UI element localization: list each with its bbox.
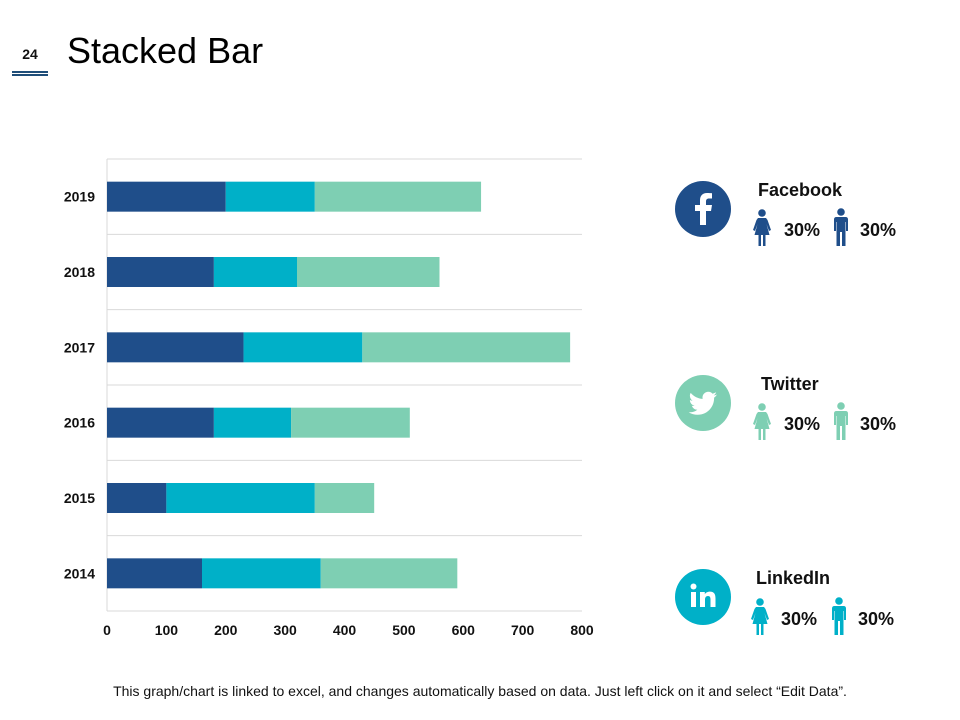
x-tick-label: 0: [103, 622, 111, 638]
y-tick-label: 2015: [64, 490, 95, 506]
bar-2014-series-2[interactable]: [202, 558, 321, 589]
bar-2016-series-1[interactable]: [107, 407, 214, 438]
linkedin-glyph: [690, 583, 716, 607]
bar-2017-series-3[interactable]: [362, 332, 571, 363]
x-tick-label: 100: [155, 622, 179, 638]
male-percent-linkedin: 30%: [858, 609, 895, 629]
female-icon-twitter: [753, 403, 771, 440]
bar-2018-series-3[interactable]: [297, 257, 440, 287]
male-percent-twitter: 30%: [860, 414, 897, 434]
x-tick-label: 700: [511, 622, 535, 638]
y-tick-label: 2019: [64, 189, 95, 205]
linkedin-icon[interactable]: [675, 569, 731, 625]
male-percent-facebook: 30%: [860, 220, 897, 240]
page-number-underline: [12, 71, 48, 76]
bar-2015-series-3[interactable]: [314, 483, 375, 513]
y-tick-label: 2018: [64, 264, 95, 280]
y-tick-label: 2016: [64, 415, 95, 431]
bar-2016-series-3[interactable]: [291, 407, 410, 438]
female-percent-twitter: 30%: [784, 414, 821, 434]
x-tick-label: 300: [273, 622, 297, 638]
bar-2015-series-2[interactable]: [166, 483, 315, 513]
male-icon-linkedin: [832, 597, 846, 635]
bar-2014-series-1[interactable]: [107, 558, 202, 589]
female-percent-facebook: 30%: [784, 220, 821, 240]
female-icon-facebook: [753, 209, 771, 246]
bar-2019-series-3[interactable]: [314, 181, 482, 212]
twitter-glyph: [688, 391, 717, 415]
social-name-facebook: Facebook: [758, 180, 843, 200]
page-title: Stacked Bar: [67, 30, 264, 71]
page-number: 24: [22, 46, 38, 62]
social-name-twitter: Twitter: [761, 374, 819, 394]
facebook-glyph: [695, 193, 712, 225]
bar-2018-series-2[interactable]: [213, 257, 297, 287]
y-tick-label: 2017: [64, 339, 95, 355]
twitter-icon[interactable]: [675, 375, 731, 431]
male-icon-twitter: [834, 402, 848, 440]
x-tick-label: 600: [452, 622, 476, 638]
female-percent-linkedin: 30%: [781, 609, 818, 629]
bar-2019-series-2[interactable]: [225, 181, 315, 212]
bar-2014-series-3[interactable]: [320, 558, 458, 589]
bar-2016-series-2[interactable]: [213, 407, 292, 438]
y-tick-label: 2014: [64, 565, 95, 581]
bar-2017-series-1[interactable]: [107, 332, 244, 363]
x-tick-label: 800: [570, 622, 594, 638]
female-icon-linkedin: [751, 598, 769, 635]
footer-note: This graph/chart is linked to excel, and…: [113, 683, 847, 699]
bar-2015-series-1[interactable]: [107, 483, 167, 513]
x-tick-label: 200: [214, 622, 238, 638]
bar-2019-series-1[interactable]: [107, 181, 226, 212]
x-tick-label: 500: [392, 622, 416, 638]
social-name-linkedin: LinkedIn: [756, 568, 831, 588]
male-icon-facebook: [834, 208, 848, 246]
x-tick-label: 400: [333, 622, 357, 638]
bar-2017-series-2[interactable]: [243, 332, 363, 363]
bar-2018-series-1[interactable]: [107, 257, 214, 287]
facebook-icon[interactable]: [675, 181, 731, 237]
